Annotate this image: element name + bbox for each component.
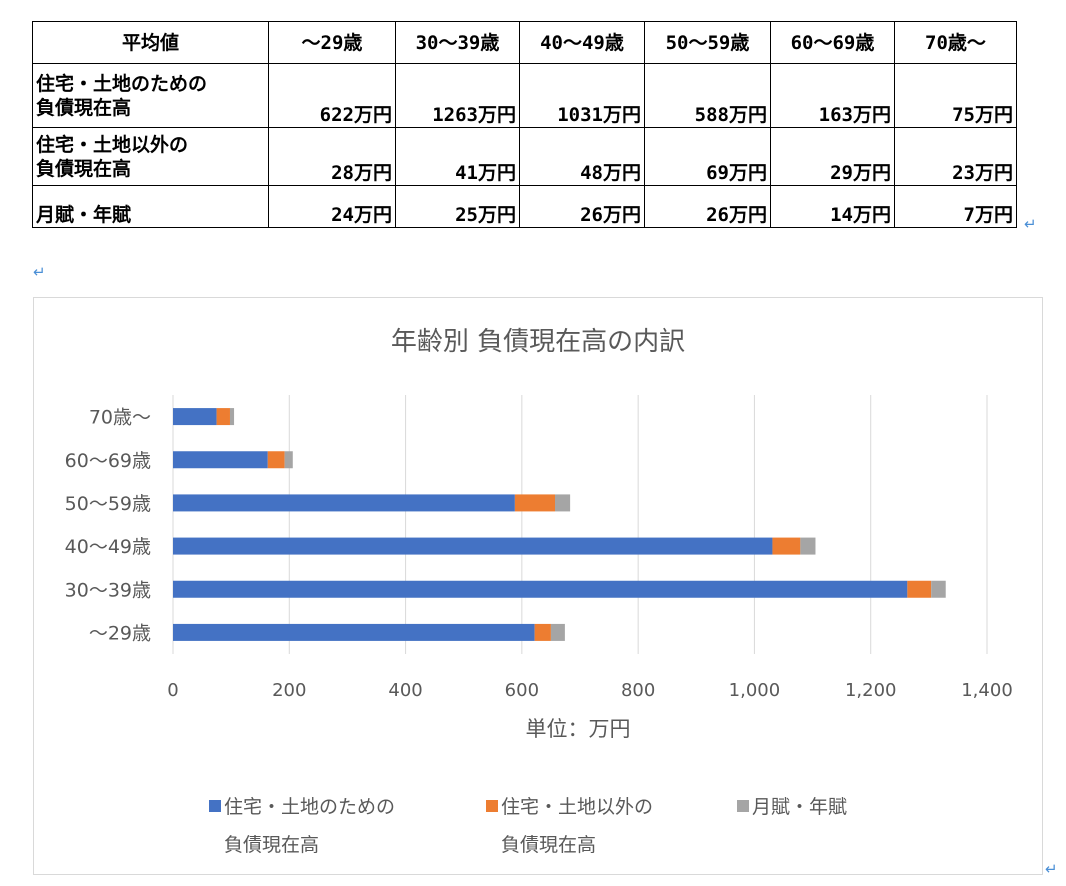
table-cell: 28万円 bbox=[268, 127, 396, 186]
x-tick-label: 1,000 bbox=[729, 680, 781, 701]
table-cell: 48万円 bbox=[519, 127, 645, 186]
table-cell: 588万円 bbox=[644, 63, 771, 128]
header-cell: 50～59歳 bbox=[644, 21, 771, 64]
bar-segment bbox=[173, 580, 908, 598]
table-header-row: 平均値 ～29歳 30～39歳 40～49歳 50～59歳 60～69歳 70歳… bbox=[32, 21, 1017, 64]
data-table: 平均値 ～29歳 30～39歳 40～49歳 50～59歳 60～69歳 70歳… bbox=[32, 21, 1017, 228]
table-row: 住宅・土地以外の 負債現在高 28万円 41万円 48万円 69万円 29万円 2… bbox=[32, 127, 1017, 186]
y-category-label: 40～49歳 bbox=[65, 536, 151, 558]
legend-swatch bbox=[209, 800, 221, 812]
row-label-line: 月賦・年賦 bbox=[36, 204, 132, 226]
bar-segment bbox=[800, 537, 816, 555]
table-cell: 29万円 bbox=[770, 127, 895, 186]
bar-segment bbox=[907, 580, 932, 598]
header-cell: 70歳～ bbox=[894, 21, 1017, 64]
header-cell: ～29歳 bbox=[268, 21, 396, 64]
table-cell: 24万円 bbox=[268, 185, 396, 228]
table-cell: 622万円 bbox=[268, 63, 396, 128]
x-tick-label: 1,200 bbox=[845, 680, 897, 701]
bar-segment bbox=[550, 623, 565, 641]
table-cell: 7万円 bbox=[894, 185, 1017, 228]
bar-segment bbox=[267, 451, 285, 469]
table-cell: 25万円 bbox=[395, 185, 520, 228]
chart-frame: 年齢別 負債現在高の内訳 0 200 400 600 800 1,000 1,200 1,40… bbox=[33, 297, 1043, 875]
bar-segment bbox=[534, 623, 551, 641]
bar-segment bbox=[173, 494, 515, 512]
x-tick-label: 400 bbox=[388, 680, 422, 701]
bar-segment bbox=[931, 580, 946, 598]
row-label-line: 住宅・土地以外の bbox=[36, 133, 189, 156]
table-cell: 1031万円 bbox=[519, 63, 645, 128]
table-cell: 23万円 bbox=[894, 127, 1017, 186]
chart-svg: 年齢別 負債現在高の内訳 0 200 400 600 800 1,000 1,200 1,40… bbox=[65, 327, 1013, 856]
bar-segment bbox=[772, 537, 801, 555]
paragraph-mark: ↵ bbox=[1024, 215, 1037, 233]
x-tick-label: 200 bbox=[272, 680, 306, 701]
legend-label: 住宅・土地以外の bbox=[501, 796, 653, 818]
x-tick-label: 600 bbox=[505, 680, 539, 701]
table-row: 住宅・土地のための 負債現在高 622万円 1263万円 1031万円 588万円… bbox=[32, 63, 1017, 128]
legend-swatch bbox=[486, 800, 498, 812]
bar-segment bbox=[229, 408, 235, 426]
x-tick-label: 800 bbox=[621, 680, 655, 701]
table-cell: 1263万円 bbox=[395, 63, 520, 128]
y-category-label: 30～39歳 bbox=[65, 579, 151, 601]
legend-label: 月賦・年賦 bbox=[752, 796, 847, 818]
header-cell: 60～69歳 bbox=[770, 21, 895, 64]
bar-segment bbox=[514, 494, 555, 512]
row-label-line: 負債現在高 bbox=[36, 157, 132, 180]
row-label-line: 負債現在高 bbox=[36, 96, 132, 119]
y-category-label: ～29歳 bbox=[89, 622, 151, 644]
y-category-label: 60～69歳 bbox=[65, 450, 151, 472]
legend-label: 住宅・土地のための bbox=[224, 796, 395, 818]
paragraph-mark: ↵ bbox=[33, 263, 46, 281]
bar-segment bbox=[554, 494, 571, 512]
legend-label: 負債現在高 bbox=[224, 834, 319, 856]
header-cell: 40～49歳 bbox=[519, 21, 645, 64]
bar-segment bbox=[216, 408, 230, 426]
paragraph-mark: ↵ bbox=[1045, 860, 1058, 878]
table-cell: 75万円 bbox=[894, 63, 1017, 128]
y-category-label: 70歳～ bbox=[89, 407, 151, 429]
table-cell: 26万円 bbox=[644, 185, 771, 228]
table-cell: 26万円 bbox=[519, 185, 645, 228]
chart-title: 年齢別 負債現在高の内訳 bbox=[391, 327, 685, 357]
legend-swatch bbox=[737, 800, 749, 812]
x-axis-title: 単位：万円 bbox=[526, 717, 631, 741]
table-row: 月賦・年賦 24万円 25万円 26万円 26万円 14万円 7万円 bbox=[32, 185, 1017, 228]
header-cell: 30～39歳 bbox=[395, 21, 520, 64]
table-cell: 163万円 bbox=[770, 63, 895, 128]
table-cell: 69万円 bbox=[644, 127, 771, 186]
bar-segment bbox=[173, 537, 773, 555]
x-tick-label: 1,400 bbox=[961, 680, 1013, 701]
table-cell: 41万円 bbox=[395, 127, 520, 186]
bar-segment bbox=[284, 451, 293, 469]
header-cell: 平均値 bbox=[32, 21, 269, 64]
row-label: 月賦・年賦 bbox=[32, 185, 269, 228]
bar-segment bbox=[173, 451, 268, 469]
table-cell: 14万円 bbox=[770, 185, 895, 228]
legend-label: 負債現在高 bbox=[501, 834, 596, 856]
x-tick-label: 0 bbox=[167, 680, 178, 701]
row-label: 住宅・土地のための 負債現在高 bbox=[32, 63, 269, 128]
y-category-label: 50～59歳 bbox=[65, 493, 151, 515]
row-label: 住宅・土地以外の 負債現在高 bbox=[32, 127, 269, 186]
bar-segment bbox=[173, 623, 535, 641]
bar-segment bbox=[173, 408, 217, 426]
row-label-line: 住宅・土地のための bbox=[36, 72, 208, 95]
